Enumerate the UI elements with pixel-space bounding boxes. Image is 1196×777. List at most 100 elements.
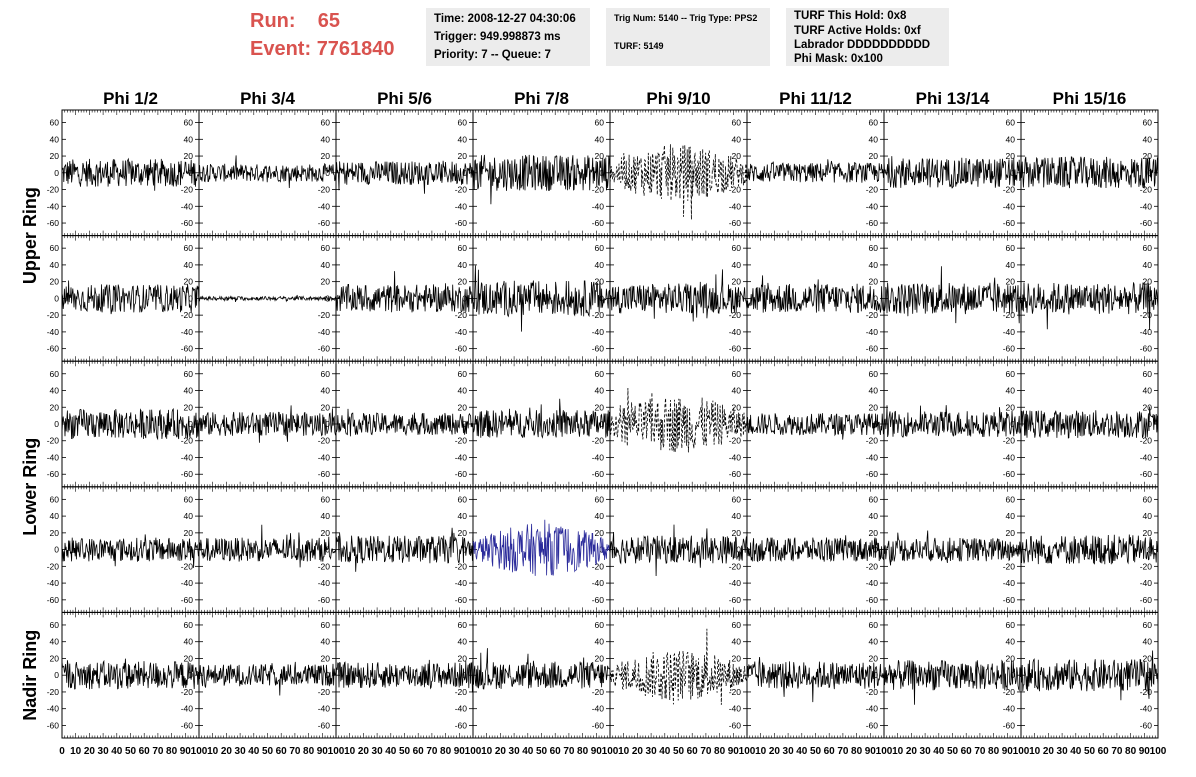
y-tick-label: 60 bbox=[595, 118, 605, 128]
y-tick-label: -20 bbox=[318, 687, 331, 697]
y-tick-label: 20 bbox=[1006, 653, 1016, 663]
y-tick-label: 40 bbox=[458, 260, 468, 270]
y-tick-label: 60 bbox=[595, 369, 605, 379]
y-tick-label: -20 bbox=[1140, 436, 1153, 446]
turf-hold-text: TURF This Hold: 0x8 bbox=[794, 10, 906, 22]
y-tick-label: 40 bbox=[1006, 386, 1016, 396]
y-tick-label: -40 bbox=[866, 578, 879, 588]
y-tick-label: 60 bbox=[595, 620, 605, 630]
panel-frame bbox=[1021, 612, 1158, 738]
y-tick-label: -40 bbox=[866, 452, 879, 462]
y-tick-label: 40 bbox=[1006, 134, 1016, 144]
y-tick-label: -20 bbox=[47, 310, 60, 320]
y-tick-label: 60 bbox=[1006, 369, 1016, 379]
y-tick-label: 20 bbox=[50, 528, 60, 538]
y-tick-label: 60 bbox=[595, 243, 605, 253]
y-tick-label: -20 bbox=[866, 185, 879, 195]
y-tick-label: -60 bbox=[47, 344, 60, 354]
y-tick-label: 60 bbox=[732, 620, 742, 630]
y-tick-label: -20 bbox=[1140, 561, 1153, 571]
waveform-trace bbox=[473, 266, 610, 332]
waveform-trace bbox=[62, 534, 199, 567]
y-tick-label: -20 bbox=[455, 687, 468, 697]
y-tick-label: 60 bbox=[732, 369, 742, 379]
run-event-box: Run: 65 Event: 7761840 bbox=[250, 8, 420, 68]
y-tick-label: 40 bbox=[50, 511, 60, 521]
waveform-trace bbox=[1021, 282, 1158, 330]
y-tick-label: -60 bbox=[455, 720, 468, 730]
y-tick-label: 60 bbox=[1143, 243, 1153, 253]
y-tick-label: -40 bbox=[866, 327, 879, 337]
y-tick-label: 20 bbox=[869, 528, 879, 538]
y-tick-label: -40 bbox=[47, 704, 60, 714]
y-tick-label: 0 bbox=[54, 293, 59, 303]
y-tick-label: 40 bbox=[50, 134, 60, 144]
y-tick-label: 60 bbox=[184, 620, 194, 630]
y-tick-label: -40 bbox=[455, 327, 468, 337]
run-number: 65 bbox=[318, 10, 340, 32]
y-tick-label: -60 bbox=[318, 720, 331, 730]
y-tick-label: -40 bbox=[1003, 578, 1016, 588]
priority-text: Priority: 7 -- Queue: 7 bbox=[434, 49, 551, 61]
y-tick-label: -40 bbox=[1140, 327, 1153, 337]
y-tick-label: 60 bbox=[321, 243, 331, 253]
waveform-trace bbox=[62, 281, 199, 315]
y-tick-label: -20 bbox=[47, 185, 60, 195]
column-header: Phi 13/14 bbox=[916, 89, 990, 108]
event-label: Event: bbox=[250, 38, 311, 60]
run-line: Run: 65 bbox=[250, 10, 340, 33]
y-tick-label: -60 bbox=[181, 720, 194, 730]
y-tick-label: 20 bbox=[595, 402, 605, 412]
y-tick-label: -60 bbox=[47, 469, 60, 479]
y-tick-label: -20 bbox=[455, 561, 468, 571]
y-tick-label: 20 bbox=[732, 402, 742, 412]
y-tick-label: 60 bbox=[869, 369, 879, 379]
y-tick-label: 40 bbox=[732, 134, 742, 144]
y-tick-label: -60 bbox=[1140, 344, 1153, 354]
panel-frame bbox=[62, 236, 199, 362]
y-tick-label: 40 bbox=[1143, 260, 1153, 270]
y-tick-label: -60 bbox=[866, 218, 879, 228]
y-tick-label: -20 bbox=[181, 185, 194, 195]
waveform-trace bbox=[884, 660, 1021, 705]
y-tick-label: -20 bbox=[592, 687, 605, 697]
y-tick-label: -60 bbox=[1140, 469, 1153, 479]
y-tick-label: 20 bbox=[184, 402, 194, 412]
y-tick-label: -20 bbox=[729, 687, 742, 697]
column-header: Phi 9/10 bbox=[646, 89, 710, 108]
y-tick-label: 40 bbox=[595, 637, 605, 647]
y-tick-label: 60 bbox=[184, 118, 194, 128]
time-text: Time: 2008-12-27 04:30:06 bbox=[434, 13, 576, 25]
y-tick-label: 20 bbox=[50, 653, 60, 663]
time-info-box: Time: 2008-12-27 04:30:06 Trigger: 949.9… bbox=[426, 8, 590, 66]
column-header: Phi 11/12 bbox=[779, 89, 852, 108]
y-tick-label: 0 bbox=[54, 168, 59, 178]
y-tick-label: 20 bbox=[732, 277, 742, 287]
y-tick-label: -40 bbox=[455, 704, 468, 714]
y-tick-label: -60 bbox=[1003, 720, 1016, 730]
y-tick-label: -40 bbox=[592, 578, 605, 588]
y-tick-label: 60 bbox=[321, 620, 331, 630]
y-tick-label: 40 bbox=[595, 134, 605, 144]
y-tick-label: -40 bbox=[1140, 578, 1153, 588]
y-tick-label: -40 bbox=[592, 704, 605, 714]
y-tick-label: -20 bbox=[592, 310, 605, 320]
y-tick-label: 40 bbox=[458, 511, 468, 521]
y-tick-label: -60 bbox=[1003, 469, 1016, 479]
y-tick-label: 60 bbox=[732, 494, 742, 504]
y-tick-label: 60 bbox=[1006, 494, 1016, 504]
y-tick-label: -60 bbox=[455, 469, 468, 479]
y-tick-label: -20 bbox=[47, 436, 60, 446]
y-tick-label: -20 bbox=[1140, 687, 1153, 697]
y-tick-label: -20 bbox=[318, 436, 331, 446]
column-header: Phi 7/8 bbox=[514, 89, 569, 108]
